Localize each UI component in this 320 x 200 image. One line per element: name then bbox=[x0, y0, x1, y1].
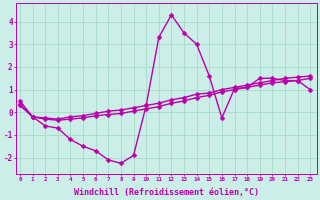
X-axis label: Windchill (Refroidissement éolien,°C): Windchill (Refroidissement éolien,°C) bbox=[74, 188, 259, 197]
